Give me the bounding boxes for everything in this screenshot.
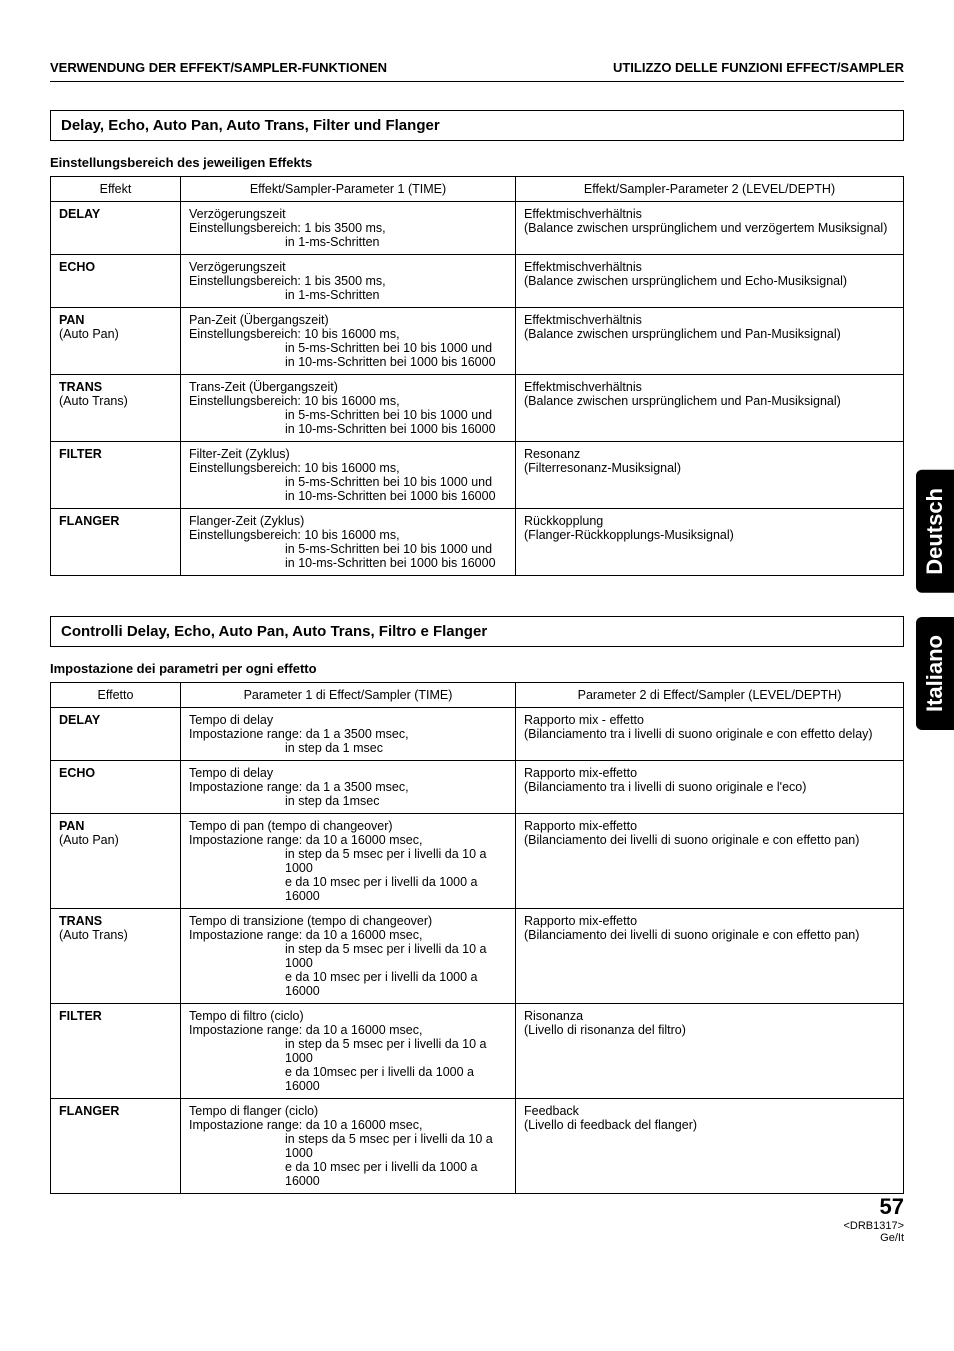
table-row: DELAYTempo di delayImpostazione range: d… (51, 708, 904, 761)
effect-name-cell: ECHO (51, 255, 181, 308)
table-row: FLANGERFlanger-Zeit (Zyklus)Einstellungs… (51, 509, 904, 576)
language-tabs: Deutsch Italiano (916, 470, 954, 730)
param2-cell: Rückkopplung(Flanger-Rückkopplungs-Musik… (516, 509, 904, 576)
page-footer: 57 <DRB1317> Ge/It (843, 1194, 904, 1244)
doc-code: <DRB1317> (843, 1220, 904, 1232)
italian-col-1: Parameter 1 di Effect/Sampler (TIME) (181, 683, 516, 708)
param1-cell: Tempo di delayImpostazione range: da 1 a… (181, 708, 516, 761)
german-col-1: Effekt/Sampler-Parameter 1 (TIME) (181, 177, 516, 202)
param1-cell: Tempo di filtro (ciclo)Impostazione rang… (181, 1004, 516, 1099)
param2-cell: Effektmischverhältnis(Balance zwischen u… (516, 255, 904, 308)
table-row: FILTERTempo di filtro (ciclo)Impostazion… (51, 1004, 904, 1099)
param2-cell: Feedback(Livello di feedback del flanger… (516, 1099, 904, 1194)
param2-cell: Effektmischverhältnis(Balance zwischen u… (516, 308, 904, 375)
header-right: UTILIZZO DELLE FUNZIONI EFFECT/SAMPLER (613, 60, 904, 75)
german-section-title: Delay, Echo, Auto Pan, Auto Trans, Filte… (50, 110, 904, 141)
effect-name-cell: FLANGER (51, 509, 181, 576)
effect-name-cell: PAN(Auto Pan) (51, 308, 181, 375)
param2-cell: Effektmischverhältnis(Balance zwischen u… (516, 375, 904, 442)
page-number: 57 (843, 1194, 904, 1220)
table-row: PAN(Auto Pan)Pan-Zeit (Übergangszeit)Ein… (51, 308, 904, 375)
param2-cell: Rapporto mix-effetto(Bilanciamento dei l… (516, 909, 904, 1004)
param2-cell: Effektmischverhältnis(Balance zwischen u… (516, 202, 904, 255)
effect-name-cell: TRANS(Auto Trans) (51, 375, 181, 442)
tab-deutsch: Deutsch (916, 470, 954, 593)
page-headers: VERWENDUNG DER EFFEKT/SAMPLER-FUNKTIONEN… (50, 60, 904, 75)
param2-cell: Risonanza(Livello di risonanza del filtr… (516, 1004, 904, 1099)
header-divider (50, 81, 904, 82)
german-subheading: Einstellungsbereich des jeweiligen Effek… (50, 155, 904, 170)
table-row: DELAYVerzögerungszeitEinstellungsbereich… (51, 202, 904, 255)
italian-subheading: Impostazione dei parametri per ogni effe… (50, 661, 904, 676)
param1-cell: Tempo di delayImpostazione range: da 1 a… (181, 761, 516, 814)
param1-cell: Tempo di transizione (tempo di changeove… (181, 909, 516, 1004)
effect-name-cell: ECHO (51, 761, 181, 814)
effect-name-cell: DELAY (51, 708, 181, 761)
effect-name-cell: DELAY (51, 202, 181, 255)
tab-italiano: Italiano (916, 617, 954, 730)
table-row: ECHOTempo di delayImpostazione range: da… (51, 761, 904, 814)
effect-name-cell: TRANS(Auto Trans) (51, 909, 181, 1004)
param1-cell: Tempo di pan (tempo di changeover)Impost… (181, 814, 516, 909)
param1-cell: Tempo di flanger (ciclo)Impostazione ran… (181, 1099, 516, 1194)
param2-cell: Resonanz(Filterresonanz-Musiksignal) (516, 442, 904, 509)
param2-cell: Rapporto mix-effetto(Bilanciamento dei l… (516, 814, 904, 909)
param1-cell: VerzögerungszeitEinstellungsbereich: 1 b… (181, 202, 516, 255)
table-row: FLANGERTempo di flanger (ciclo)Impostazi… (51, 1099, 904, 1194)
italian-col-0: Effetto (51, 683, 181, 708)
param1-cell: Filter-Zeit (Zyklus)Einstellungsbereich:… (181, 442, 516, 509)
effect-name-cell: PAN(Auto Pan) (51, 814, 181, 909)
param2-cell: Rapporto mix - effetto(Bilanciamento tra… (516, 708, 904, 761)
doc-langs: Ge/It (843, 1232, 904, 1244)
german-effects-table: Effekt Effekt/Sampler-Parameter 1 (TIME)… (50, 176, 904, 576)
header-left: VERWENDUNG DER EFFEKT/SAMPLER-FUNKTIONEN (50, 60, 387, 75)
table-row: TRANS(Auto Trans)Tempo di transizione (t… (51, 909, 904, 1004)
italian-section-title: Controlli Delay, Echo, Auto Pan, Auto Tr… (50, 616, 904, 647)
effect-name-cell: FLANGER (51, 1099, 181, 1194)
table-row: ECHOVerzögerungszeitEinstellungsbereich:… (51, 255, 904, 308)
italian-col-2: Parameter 2 di Effect/Sampler (LEVEL/DEP… (516, 683, 904, 708)
param1-cell: Flanger-Zeit (Zyklus)Einstellungsbereich… (181, 509, 516, 576)
param2-cell: Rapporto mix-effetto(Bilanciamento tra i… (516, 761, 904, 814)
effect-name-cell: FILTER (51, 1004, 181, 1099)
table-row: FILTERFilter-Zeit (Zyklus)Einstellungsbe… (51, 442, 904, 509)
german-col-2: Effekt/Sampler-Parameter 2 (LEVEL/DEPTH) (516, 177, 904, 202)
param1-cell: Pan-Zeit (Übergangszeit)Einstellungsbere… (181, 308, 516, 375)
param1-cell: VerzögerungszeitEinstellungsbereich: 1 b… (181, 255, 516, 308)
effect-name-cell: FILTER (51, 442, 181, 509)
table-row: PAN(Auto Pan)Tempo di pan (tempo di chan… (51, 814, 904, 909)
italian-effects-table: Effetto Parameter 1 di Effect/Sampler (T… (50, 682, 904, 1194)
table-row: TRANS(Auto Trans)Trans-Zeit (Übergangsze… (51, 375, 904, 442)
param1-cell: Trans-Zeit (Übergangszeit)Einstellungsbe… (181, 375, 516, 442)
german-col-0: Effekt (51, 177, 181, 202)
